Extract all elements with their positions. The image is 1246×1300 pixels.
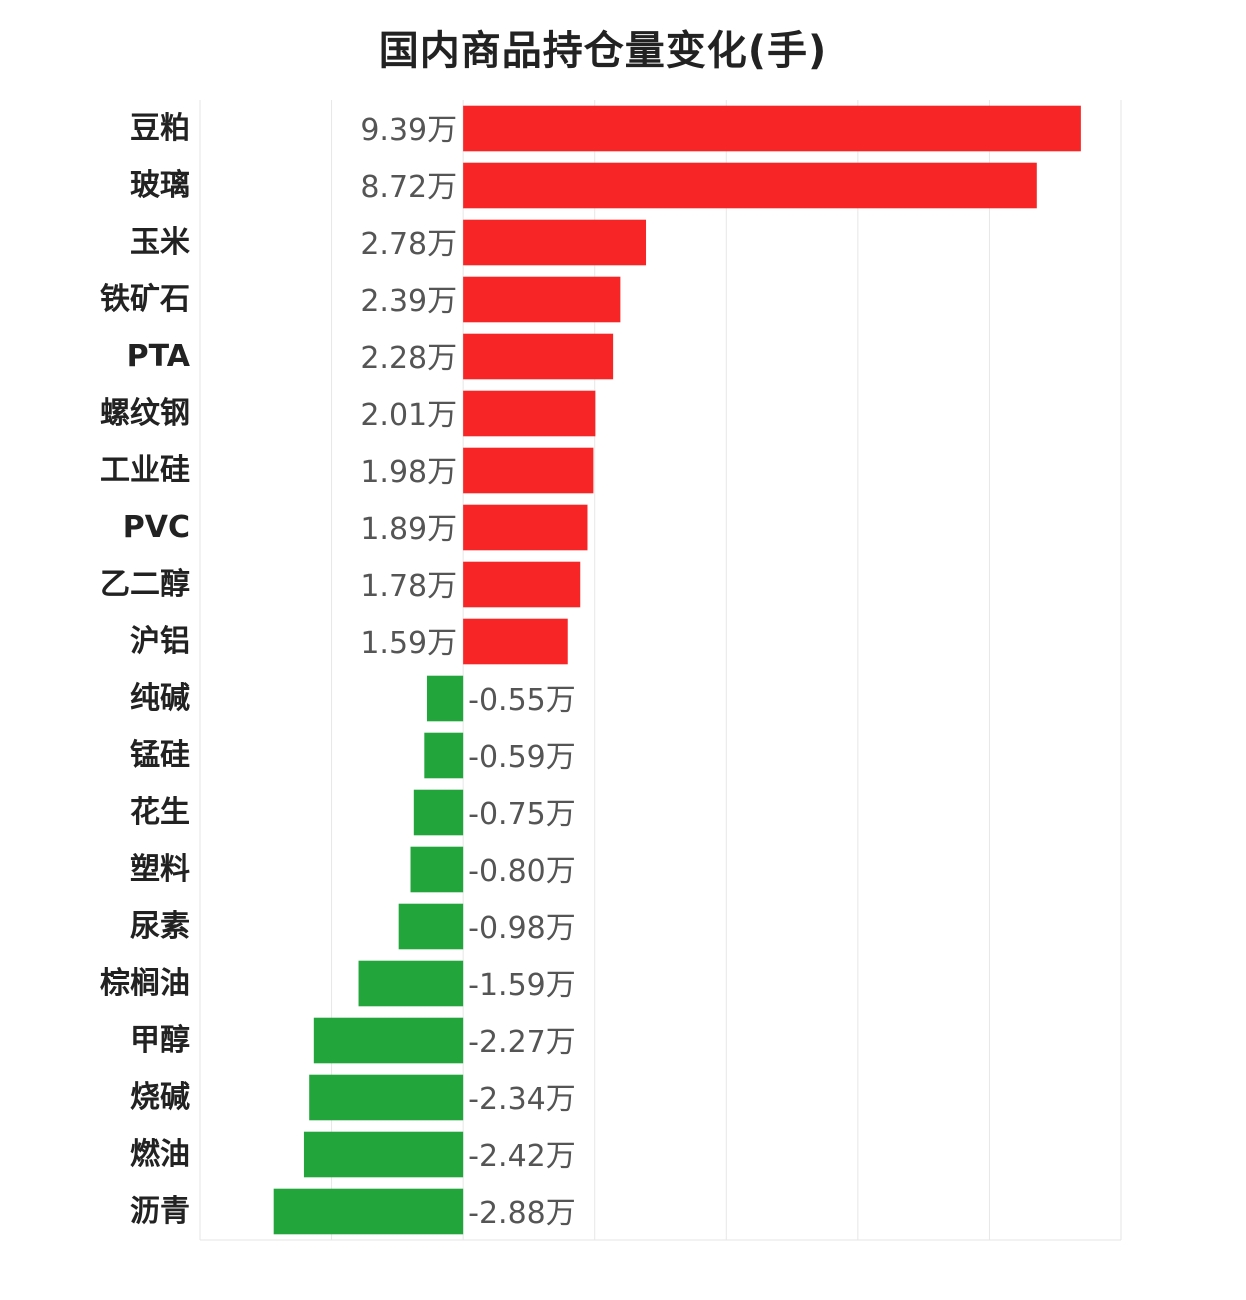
bar-13 [410, 846, 464, 893]
category-label: 烧碱 [130, 1080, 190, 1115]
bar-5 [463, 390, 596, 437]
category-label: 沥青 [130, 1194, 190, 1229]
bars [273, 105, 1081, 1235]
value-label: -0.55万 [468, 683, 576, 718]
category-label: 燃油 [130, 1137, 190, 1172]
category-label: 纯碱 [130, 681, 190, 716]
value-label: -0.80万 [468, 854, 576, 889]
value-label: 8.72万 [360, 170, 457, 205]
category-label: 甲醇 [130, 1023, 190, 1058]
bar-10 [426, 675, 464, 722]
bar-8 [463, 561, 581, 608]
category-label: 玉米 [130, 225, 190, 260]
value-label: 2.78万 [360, 227, 457, 262]
value-label: -2.27万 [468, 1025, 576, 1060]
bar-7 [463, 504, 588, 551]
category-label: 螺纹钢 [100, 396, 190, 431]
value-label: 2.01万 [360, 398, 457, 433]
value-label: -0.59万 [468, 740, 576, 775]
category-label: 玻璃 [130, 168, 190, 203]
value-label: -1.59万 [468, 968, 576, 1003]
bar-1 [463, 162, 1037, 209]
category-label: 花生 [130, 795, 190, 830]
value-label: 2.28万 [360, 341, 457, 376]
category-label: 棕榈油 [100, 966, 190, 1001]
category-label: 乙二醇 [100, 567, 190, 602]
value-label: 9.39万 [360, 113, 457, 148]
bar-3 [463, 276, 621, 323]
category-label: 豆粕 [130, 111, 190, 146]
bar-16 [313, 1017, 464, 1064]
value-label: 1.98万 [360, 455, 457, 490]
bar-19 [273, 1188, 464, 1235]
value-label: -2.42万 [468, 1139, 576, 1174]
category-label: PTA [127, 339, 191, 374]
category-label: 尿素 [130, 909, 190, 944]
bar-0 [463, 105, 1081, 152]
bar-11 [424, 732, 464, 779]
value-label: -2.34万 [468, 1082, 576, 1117]
category-label: 塑料 [130, 852, 190, 887]
chart-title: 国内商品持仓量变化(手) [378, 28, 828, 74]
value-label: 1.78万 [360, 569, 457, 604]
category-label: 锰硅 [130, 738, 190, 773]
category-label: 铁矿石 [100, 282, 190, 317]
bar-12 [413, 789, 464, 836]
value-label: 1.59万 [360, 626, 457, 661]
value-label: -2.88万 [468, 1196, 576, 1231]
bar-6 [463, 447, 594, 494]
category-label: 工业硅 [100, 453, 190, 488]
value-label: -0.75万 [468, 797, 576, 832]
bar-9 [463, 618, 568, 665]
value-label: 2.39万 [360, 284, 457, 319]
bar-14 [398, 903, 464, 950]
grid-lines [199, 100, 1122, 1241]
category-label: PVC [123, 510, 190, 545]
value-label: 1.89万 [360, 512, 457, 547]
bar-18 [303, 1131, 464, 1178]
value-labels: 9.39万 8.72万 2.78万 2.39万 2.28万 2.01万 1.98万 1.89万… [360, 113, 575, 1231]
value-label: -0.98万 [468, 911, 576, 946]
bar-17 [309, 1074, 464, 1121]
bar-15 [358, 960, 464, 1007]
bar-2 [463, 219, 647, 266]
category-label: 沪铝 [130, 624, 190, 659]
bar-4 [463, 333, 614, 380]
